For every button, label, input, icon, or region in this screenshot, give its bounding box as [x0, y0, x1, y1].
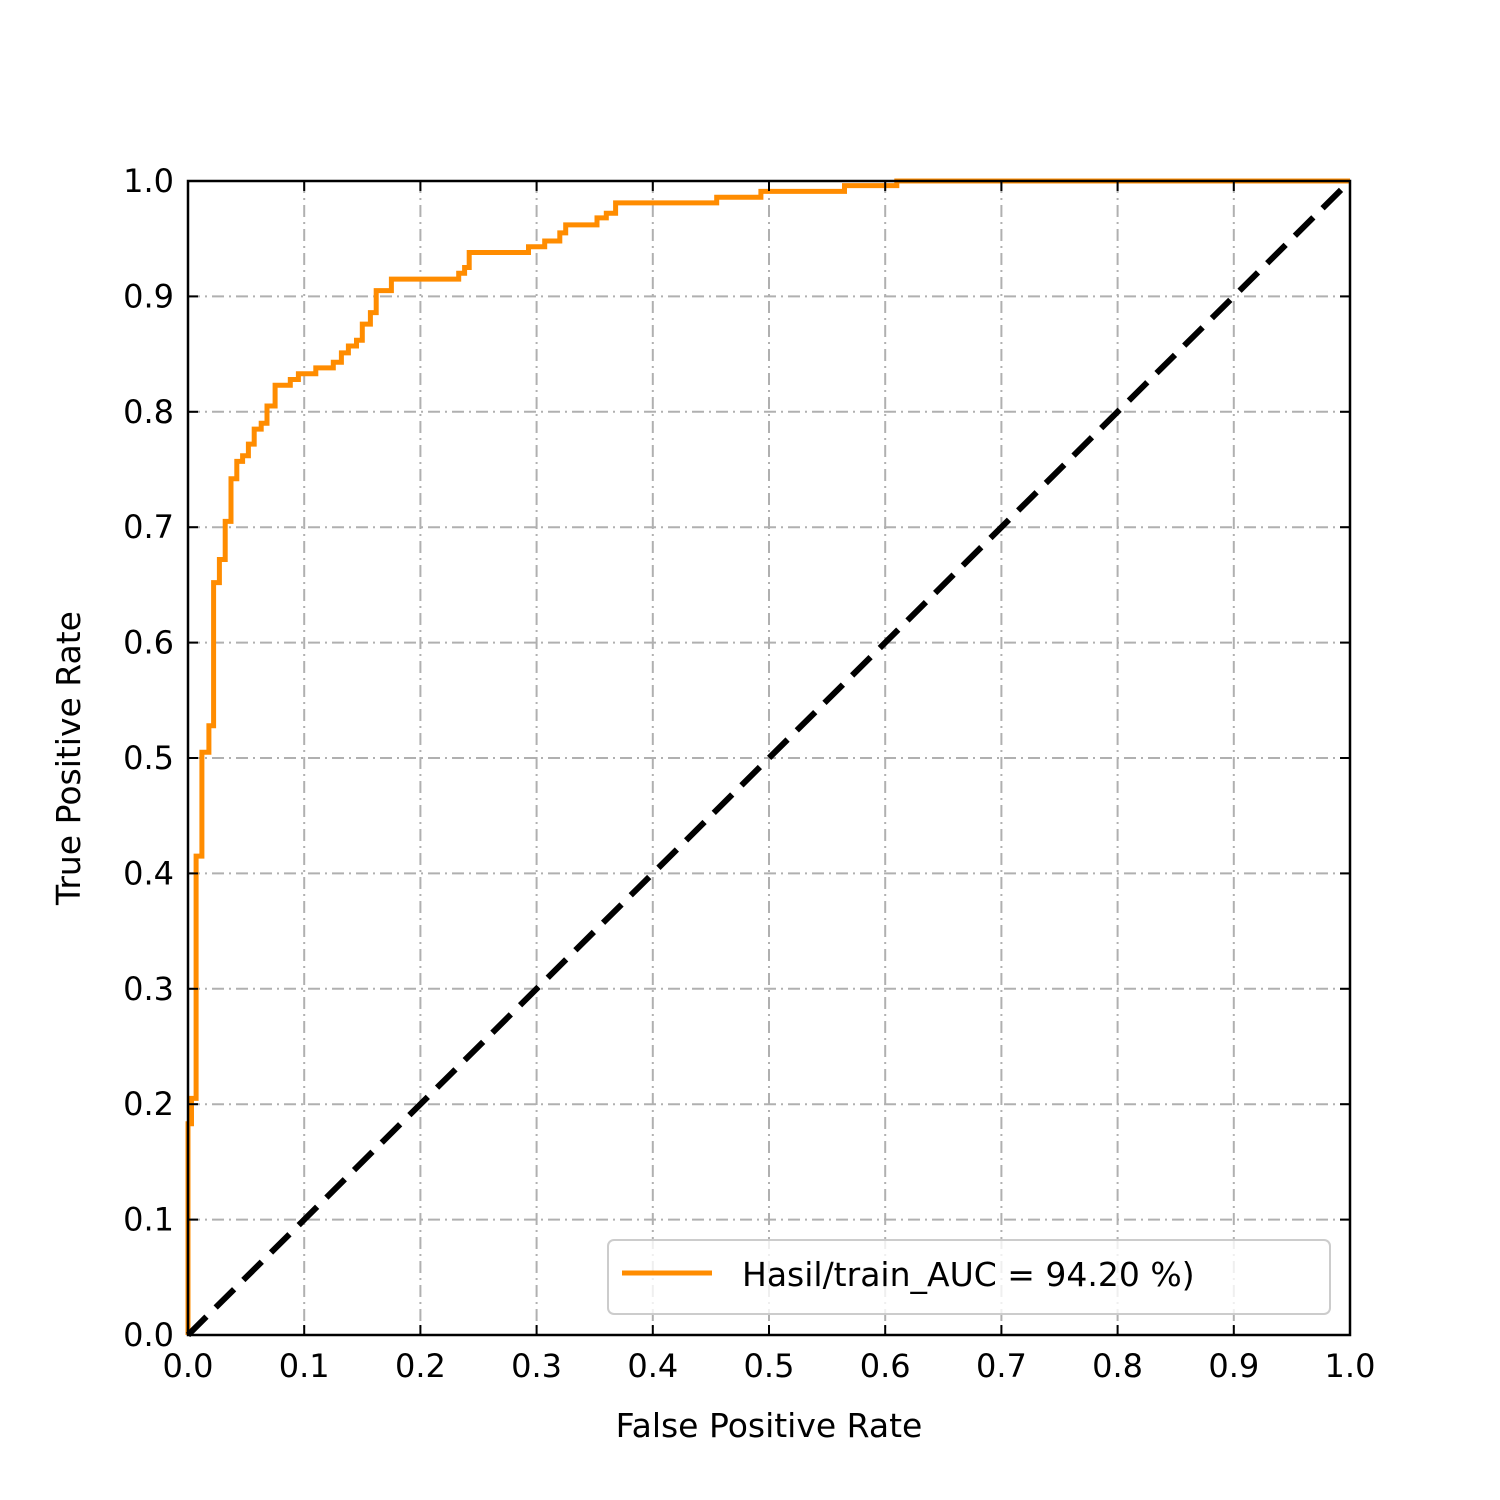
series-group [185, 178, 1353, 1338]
x-tick-label: 0.0 [163, 1347, 214, 1385]
x-tick-label: 0.1 [279, 1347, 330, 1385]
x-tick-label: 1.0 [1325, 1347, 1376, 1385]
x-tick-label: 0.3 [511, 1347, 562, 1385]
y-axis-label: True Positive Rate [49, 611, 88, 906]
y-tick-label: 0.2 [123, 1085, 174, 1123]
y-tick-label: 0.8 [123, 393, 174, 431]
legend-label: Hasil/train_AUC = 94.20 %) [742, 1255, 1195, 1294]
y-tick-label: 1.0 [123, 162, 174, 200]
x-tick-label: 0.7 [976, 1347, 1027, 1385]
legend: Hasil/train_AUC = 94.20 %) [607, 1239, 1331, 1315]
legend-box [607, 1239, 1331, 1315]
y-tick-label: 0.0 [123, 1316, 174, 1354]
x-axis-label: False Positive Rate [616, 1406, 923, 1445]
y-tick-label: 0.9 [123, 277, 174, 315]
ticks: 0.0 0.1 0.2 0.3 0.4 0.5 0.6 0.7 0.8 0.9 1.0 0.0 0.1 0… [123, 162, 1375, 1385]
x-tick-label: 0.6 [860, 1347, 911, 1385]
grid [188, 181, 1350, 1335]
roc-curve-line [185, 178, 1350, 1335]
y-tick-label: 0.3 [123, 970, 174, 1008]
y-tick-label: 0.1 [123, 1201, 174, 1239]
y-tick-label: 0.7 [123, 508, 174, 546]
y-tick-label: 0.5 [123, 739, 174, 777]
x-tick-label: 0.9 [1208, 1347, 1259, 1385]
x-tick-label: 0.8 [1092, 1347, 1143, 1385]
x-tick-label: 0.5 [744, 1347, 795, 1385]
x-tick-label: 0.4 [627, 1347, 678, 1385]
x-tick-label: 0.2 [395, 1347, 446, 1385]
y-tick-label: 0.6 [123, 624, 174, 662]
y-tick-label: 0.4 [123, 854, 174, 892]
